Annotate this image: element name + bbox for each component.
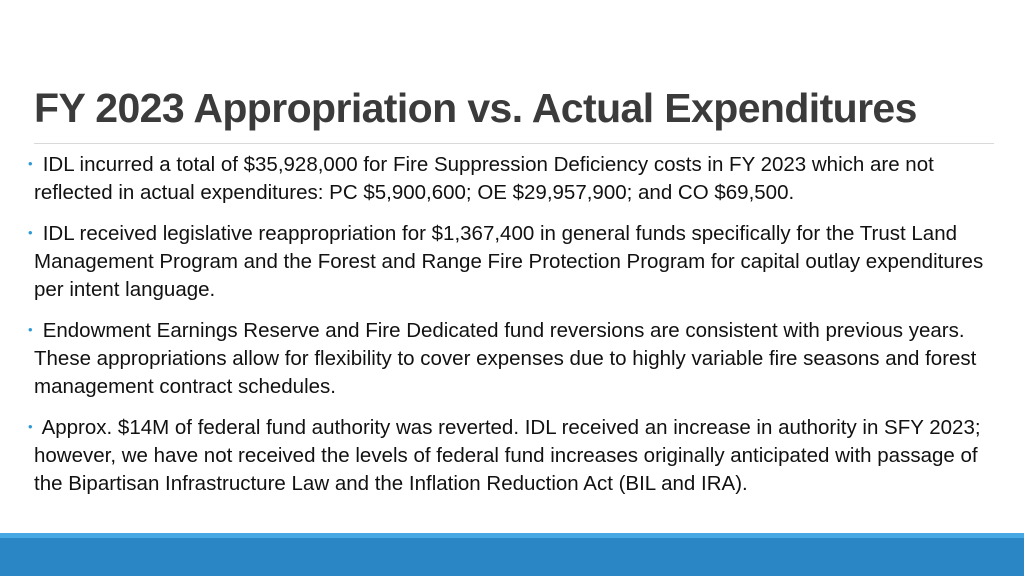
bullet-text: Approx. $14M of federal fund authority w… <box>34 416 981 495</box>
bullet-dot-icon: • <box>28 419 33 434</box>
bullet-text: Endowment Earnings Reserve and Fire Dedi… <box>34 319 977 398</box>
bullet-item: • Approx. $14M of federal fund authority… <box>28 413 994 498</box>
bullet-item: • IDL received legislative reappropriati… <box>28 219 994 304</box>
bullet-text: IDL received legislative reappropriation… <box>34 222 984 301</box>
bullet-dot-icon: • <box>28 156 33 171</box>
bullet-text: IDL incurred a total of $35,928,000 for … <box>34 153 934 204</box>
bullet-item: • IDL incurred a total of $35,928,000 fo… <box>28 150 994 207</box>
footer-bar <box>0 533 1024 576</box>
footer-bar-accent <box>0 533 1024 538</box>
bullet-list: • IDL incurred a total of $35,928,000 fo… <box>28 150 994 510</box>
slide-title: FY 2023 Appropriation vs. Actual Expendi… <box>34 85 917 131</box>
bullet-item: • Endowment Earnings Reserve and Fire De… <box>28 316 994 401</box>
bullet-dot-icon: • <box>28 322 33 337</box>
bullet-dot-icon: • <box>28 225 33 240</box>
title-divider <box>34 143 994 144</box>
